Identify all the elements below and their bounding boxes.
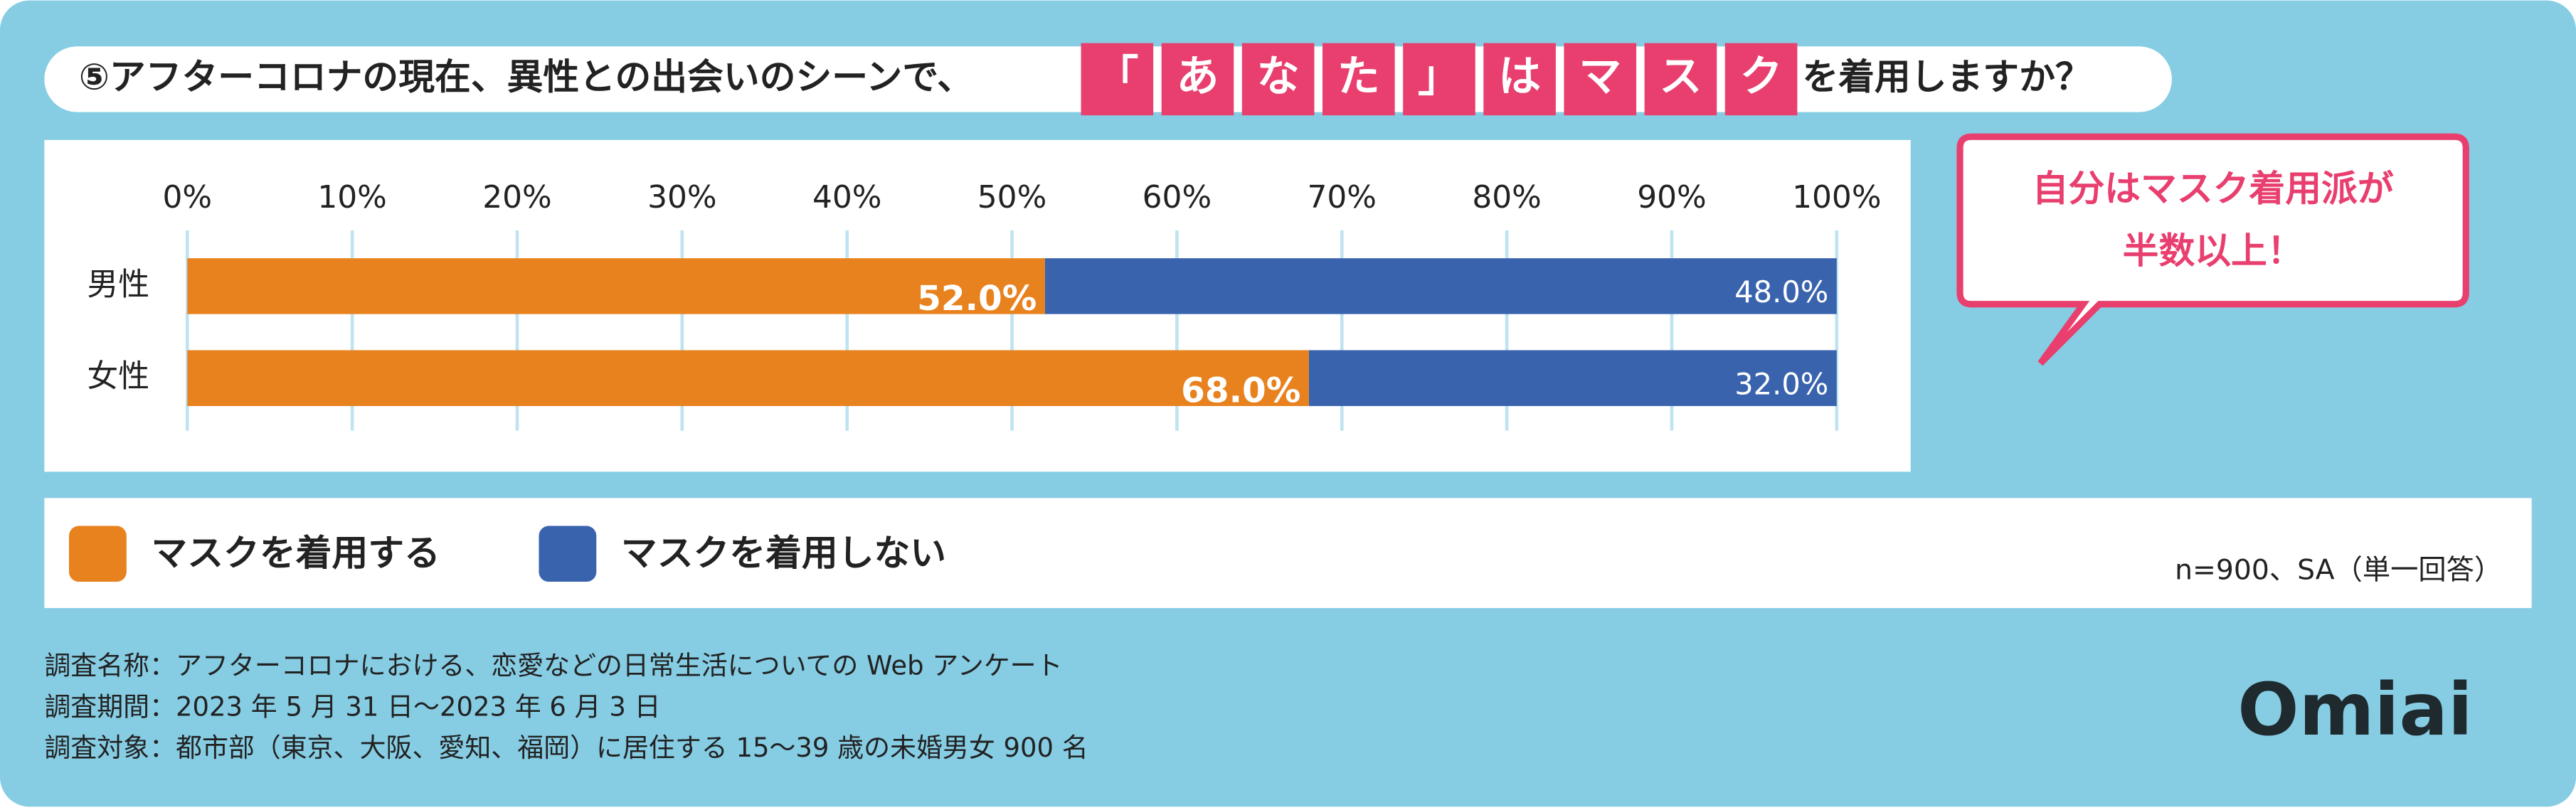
- value-label: 52.0%: [917, 279, 1037, 319]
- callout-text: 自分はマスク着用派が: [2032, 167, 2394, 209]
- bar: [1044, 258, 1837, 314]
- legend-swatch: [539, 526, 597, 582]
- sample-note: n=900、SA（単一回答）: [2175, 555, 2502, 587]
- x-tick-label: 50%: [977, 179, 1046, 215]
- title-highlight-box: [1724, 43, 1798, 116]
- value-label: 32.0%: [1734, 366, 1828, 401]
- x-tick-label: 30%: [647, 179, 716, 215]
- title: ⑤アフターコロナの現在、異性との出会いのシーンで、: [79, 55, 973, 97]
- legend-label: マスクを着用する: [151, 532, 440, 574]
- title-highlight-box: [1161, 43, 1234, 116]
- title-highlight-box: [1322, 43, 1395, 116]
- title-highlight: は: [1498, 52, 1541, 102]
- callout-box: [1956, 133, 2469, 366]
- title-highlight: 」: [1418, 52, 1461, 102]
- title-highlight: た: [1337, 52, 1380, 102]
- y-tick-label: 女性: [87, 358, 149, 395]
- survey-info: 調査期間：2023 年 5 月 31 日～2023 年 6 月 3 日: [44, 691, 660, 722]
- title-highlight: マ: [1579, 52, 1621, 102]
- x-tick-label: 20%: [482, 179, 551, 215]
- title-highlight: ク: [1740, 52, 1783, 102]
- x-tick-label: 0%: [162, 179, 212, 215]
- x-tick-label: 100%: [1792, 179, 1881, 215]
- survey-info: 調査対象：都市部（東京、大阪、愛知、福岡）に居住する 15～39 歳の未婚男女 …: [44, 732, 1088, 763]
- bar: [187, 350, 1309, 406]
- value-label: 48.0%: [1734, 275, 1828, 309]
- x-tick-label: 10%: [317, 179, 386, 215]
- title-highlight-box: [1081, 43, 1154, 116]
- x-tick-label: 80%: [1472, 179, 1541, 215]
- x-tick-label: 90%: [1637, 179, 1706, 215]
- title-highlight-box: [1403, 43, 1475, 116]
- title-highlight: 「: [1096, 52, 1138, 102]
- x-tick-label: 70%: [1308, 179, 1377, 215]
- bar: [187, 258, 1045, 314]
- value-label: 68.0%: [1181, 371, 1300, 410]
- callout: 自分はマスク着用派が 半数以上！: [1956, 133, 2469, 366]
- legend-panel: [44, 498, 2532, 609]
- logo: Omiai: [2237, 668, 2472, 752]
- title-highlight-box: [1241, 43, 1315, 116]
- title: を着用しますか？: [1802, 55, 2091, 97]
- title-highlight-box: [1644, 43, 1717, 116]
- title-highlight: な: [1257, 52, 1300, 102]
- title-highlight: あ: [1176, 52, 1219, 102]
- title-highlight: ス: [1659, 52, 1702, 102]
- title-highlight-box: [1564, 43, 1637, 116]
- legend-swatch: [68, 526, 127, 582]
- callout-text: 半数以上！: [2123, 230, 2304, 272]
- legend-label: マスクを着用しない: [621, 532, 946, 574]
- bar: [1308, 350, 1837, 406]
- title-highlight-box: [1483, 43, 1556, 116]
- x-tick-label: 60%: [1143, 179, 1212, 215]
- survey-info: 調査名称：アフターコロナにおける、恋愛などの日常生活についての Web アンケー…: [44, 651, 1062, 681]
- y-tick-label: 男性: [87, 266, 149, 302]
- x-tick-label: 40%: [812, 179, 881, 215]
